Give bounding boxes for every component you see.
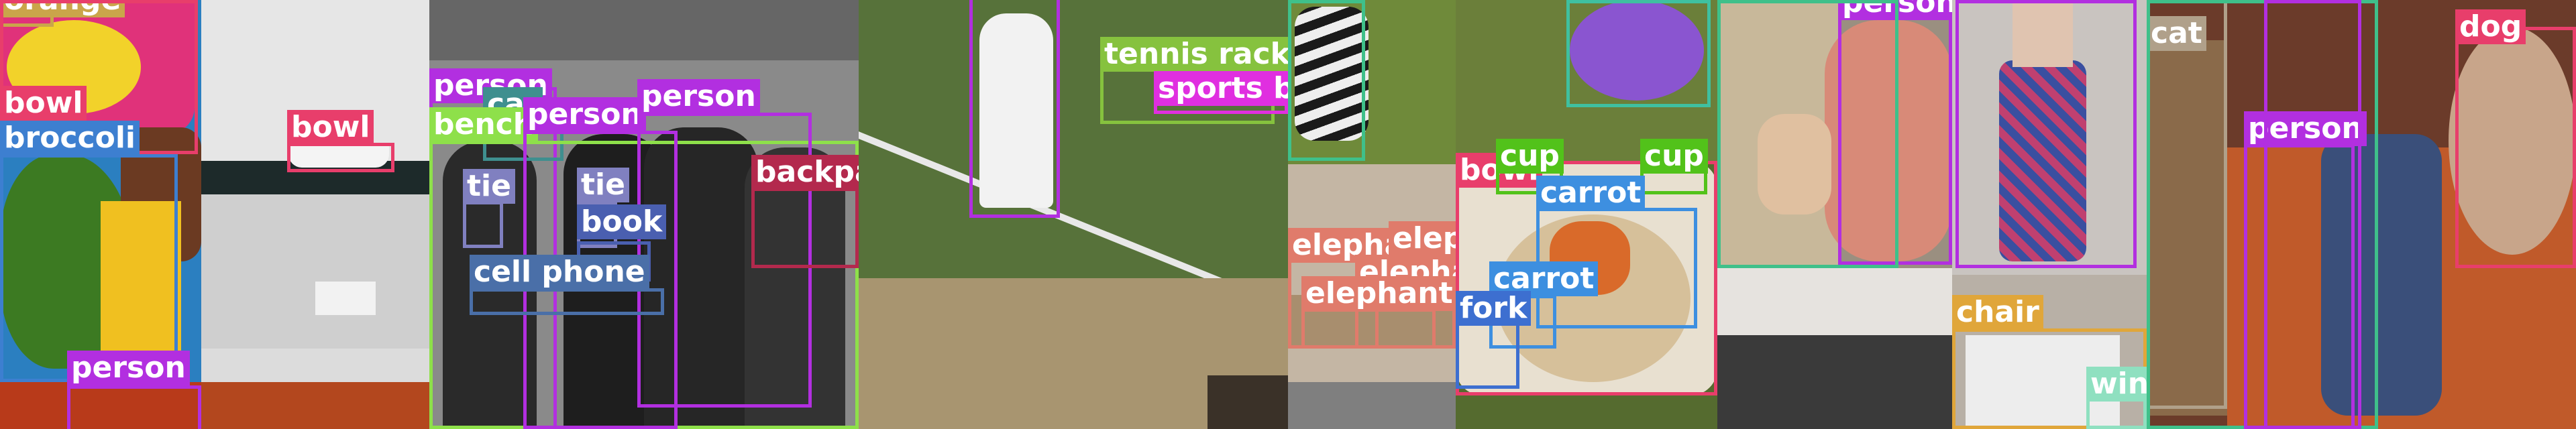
tennis-player bbox=[979, 13, 1053, 208]
bbox-person-left bbox=[1717, 0, 1898, 268]
label-carrot-bottom: carrot bbox=[1489, 261, 1599, 296]
bbox-zebra bbox=[1288, 0, 1365, 161]
label-backpack: backpack bbox=[751, 155, 859, 190]
bbox-bowl bbox=[1456, 161, 1717, 395]
label-person-middle: person bbox=[523, 97, 646, 132]
towels bbox=[315, 282, 376, 315]
bbox-bowl bbox=[287, 143, 394, 172]
kitchen-counter bbox=[1717, 335, 1952, 429]
label-tennis-racket: tennis racket bbox=[1100, 37, 1288, 72]
label-dog: dog bbox=[2455, 9, 2526, 44]
tile-cadets: person car bench person person backpack … bbox=[429, 0, 859, 429]
frisbee bbox=[1570, 0, 1704, 101]
cadet-3 bbox=[644, 127, 758, 429]
label-person-right: person bbox=[637, 79, 760, 114]
label-person: person bbox=[67, 351, 190, 385]
cabinet bbox=[201, 194, 429, 349]
tile-zebra-elephants: elephant elephant elephant elephant bbox=[1288, 0, 1456, 429]
bbox-person bbox=[1955, 0, 2137, 268]
cat-body bbox=[2147, 40, 2227, 416]
label-broccoli: broccoli bbox=[0, 121, 140, 156]
label-bowl: bowl bbox=[0, 86, 87, 121]
bbox-person-tall bbox=[2264, 0, 2361, 429]
label-cup-right: cup bbox=[1640, 139, 1708, 174]
label-cat: cat bbox=[2147, 16, 2206, 51]
label-tie-middle: tie bbox=[577, 168, 629, 202]
floor-food bbox=[201, 382, 429, 429]
hand bbox=[1758, 114, 1831, 214]
bbox-dog bbox=[2455, 27, 2576, 268]
label-elephant-2: elephant bbox=[1389, 221, 1456, 256]
bbox-person bbox=[67, 385, 201, 429]
bottom-food bbox=[0, 382, 201, 429]
label-cell-phone: cell phone bbox=[470, 255, 649, 290]
bbox-player bbox=[969, 0, 1060, 218]
tile-person-kitchen: person bbox=[1717, 0, 1952, 429]
bbox-broccoli bbox=[0, 154, 178, 382]
pink-sleeve bbox=[1825, 20, 1952, 261]
tile-frisbee-food: bowl cup cup carrot carrot fork bbox=[1456, 0, 1717, 429]
yellow-tray bbox=[101, 201, 181, 375]
bbox-frisbee bbox=[1566, 0, 1711, 107]
tile-cat-dog: cat person dog bbox=[2147, 0, 2576, 429]
label-fork: fork bbox=[1456, 291, 1532, 326]
bbox-backpack bbox=[751, 188, 859, 268]
tile-lunchbox: orange bowl broccoli person bbox=[0, 0, 201, 429]
label-elephant-4: elephant bbox=[1301, 276, 1456, 311]
bbox-elephant-4 bbox=[1301, 308, 1436, 349]
cadet-4 bbox=[745, 147, 845, 429]
tile-dress-chair: chair wine bbox=[1952, 0, 2147, 429]
label-book: book bbox=[577, 204, 667, 239]
label-sports-ball: sports ball bbox=[1154, 71, 1288, 106]
sink-bowl bbox=[288, 144, 389, 168]
label-cup-left: cup bbox=[1496, 139, 1564, 174]
dog-fur bbox=[2449, 27, 2576, 255]
legs bbox=[2012, 0, 2073, 67]
label-chair: chair bbox=[1952, 295, 2043, 330]
tile-tennis: tennis racket sports ball bbox=[859, 0, 1288, 429]
zebra bbox=[1295, 7, 1368, 141]
bbox-cell-phone bbox=[470, 288, 664, 315]
tile-bathroom: bowl bbox=[201, 0, 429, 429]
dress bbox=[1999, 60, 2086, 261]
gray-band bbox=[429, 0, 859, 60]
label-bench: bench bbox=[429, 107, 539, 142]
label-wine: wine bbox=[2086, 367, 2147, 402]
label-tie-left: tie bbox=[463, 169, 515, 204]
wall-dark-corner bbox=[1208, 375, 1288, 429]
bbox-fork bbox=[1456, 322, 1519, 389]
bbox-tie-left bbox=[463, 201, 503, 248]
label-carrot-top: carrot bbox=[1536, 176, 1646, 210]
jeans bbox=[2321, 134, 2442, 416]
label-bowl: bowl bbox=[287, 110, 374, 145]
